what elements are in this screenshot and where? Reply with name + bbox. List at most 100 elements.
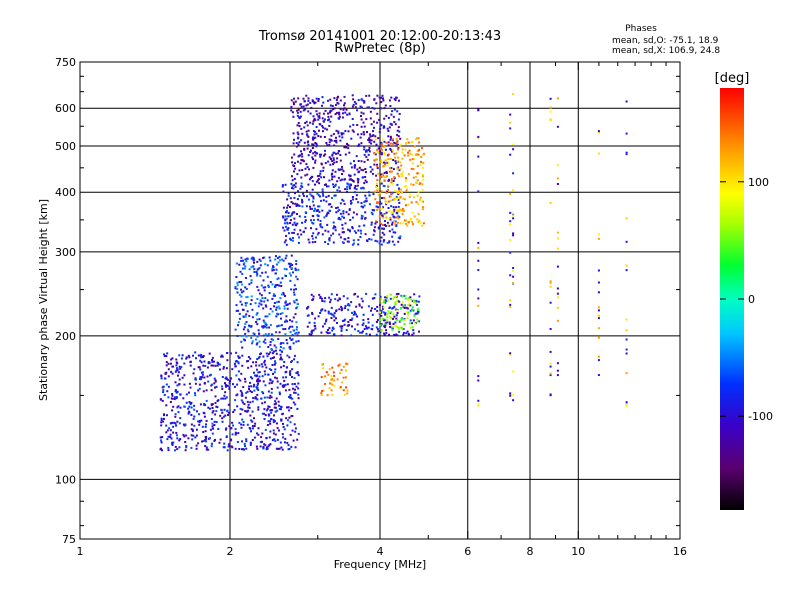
data-point xyxy=(379,240,382,243)
data-point xyxy=(289,433,292,436)
data-point xyxy=(362,169,365,172)
data-point xyxy=(395,308,398,311)
data-point xyxy=(279,353,282,356)
data-point xyxy=(341,381,344,384)
data-point xyxy=(161,399,164,402)
data-point xyxy=(402,305,405,308)
data-point xyxy=(321,190,324,193)
data-point xyxy=(312,166,315,169)
data-point xyxy=(386,319,389,321)
data-point xyxy=(394,190,397,192)
data-point xyxy=(234,428,237,431)
data-point xyxy=(307,135,310,138)
data-point xyxy=(597,336,600,339)
data-points xyxy=(159,93,628,452)
data-point xyxy=(245,391,248,394)
data-point xyxy=(388,321,391,324)
data-point xyxy=(366,158,369,161)
data-point xyxy=(296,407,299,410)
data-point xyxy=(412,319,415,322)
data-point xyxy=(274,360,276,363)
data-point xyxy=(383,172,386,174)
data-point xyxy=(235,374,238,377)
data-point xyxy=(333,144,336,147)
data-point xyxy=(162,385,165,388)
data-point xyxy=(289,394,292,396)
data-point xyxy=(393,197,396,200)
data-point xyxy=(512,143,515,146)
data-point xyxy=(179,406,182,409)
data-point xyxy=(276,380,279,383)
data-point xyxy=(275,255,277,258)
data-point xyxy=(509,121,512,124)
data-point xyxy=(293,358,296,361)
data-point xyxy=(338,111,341,114)
data-point xyxy=(342,112,344,115)
data-point xyxy=(180,357,183,360)
data-point xyxy=(387,144,390,147)
data-point xyxy=(284,219,287,222)
data-point xyxy=(238,448,241,450)
data-point xyxy=(263,396,266,399)
data-point xyxy=(324,375,327,378)
data-point xyxy=(328,239,331,242)
data-point xyxy=(268,414,271,417)
data-point xyxy=(185,401,188,404)
data-point xyxy=(220,355,223,358)
data-point xyxy=(246,328,249,331)
data-point xyxy=(256,335,259,338)
data-point xyxy=(340,329,343,332)
data-point xyxy=(230,427,233,430)
data-point xyxy=(210,445,213,448)
data-point xyxy=(214,402,217,404)
data-point xyxy=(416,179,419,182)
data-point xyxy=(289,396,292,399)
data-point xyxy=(222,415,225,418)
data-point xyxy=(202,411,205,414)
data-point xyxy=(233,409,236,411)
data-point xyxy=(251,439,254,441)
data-point xyxy=(299,115,302,118)
data-point xyxy=(297,331,300,334)
data-point xyxy=(512,267,515,269)
data-point xyxy=(382,206,385,209)
data-point xyxy=(393,121,396,123)
data-point xyxy=(325,213,328,216)
data-point xyxy=(233,362,236,365)
data-point xyxy=(211,383,214,386)
data-point xyxy=(261,375,264,378)
data-point xyxy=(287,215,290,218)
data-point xyxy=(160,441,163,444)
data-point xyxy=(512,269,515,272)
data-point xyxy=(401,148,404,151)
data-point xyxy=(274,258,277,261)
data-point xyxy=(221,411,224,414)
data-point xyxy=(174,390,177,393)
data-point xyxy=(262,355,265,358)
data-point xyxy=(210,389,213,392)
data-point xyxy=(382,97,384,100)
data-point xyxy=(330,115,333,118)
data-point xyxy=(271,439,274,442)
data-point xyxy=(343,104,345,107)
data-point xyxy=(512,370,515,373)
data-point xyxy=(399,235,402,238)
data-point xyxy=(298,125,301,128)
data-point xyxy=(378,312,381,315)
data-point xyxy=(368,94,371,97)
data-point xyxy=(402,333,405,336)
data-point xyxy=(269,420,271,423)
data-point xyxy=(270,338,273,341)
data-point xyxy=(625,269,628,272)
data-point xyxy=(274,349,277,352)
data-point xyxy=(269,281,272,283)
data-point xyxy=(397,156,400,159)
data-point xyxy=(410,183,413,186)
data-point xyxy=(414,138,417,141)
data-point xyxy=(406,330,409,333)
data-point xyxy=(258,292,261,295)
data-point xyxy=(512,172,515,175)
data-point xyxy=(395,196,398,198)
data-point xyxy=(333,97,336,100)
data-point xyxy=(380,173,383,176)
